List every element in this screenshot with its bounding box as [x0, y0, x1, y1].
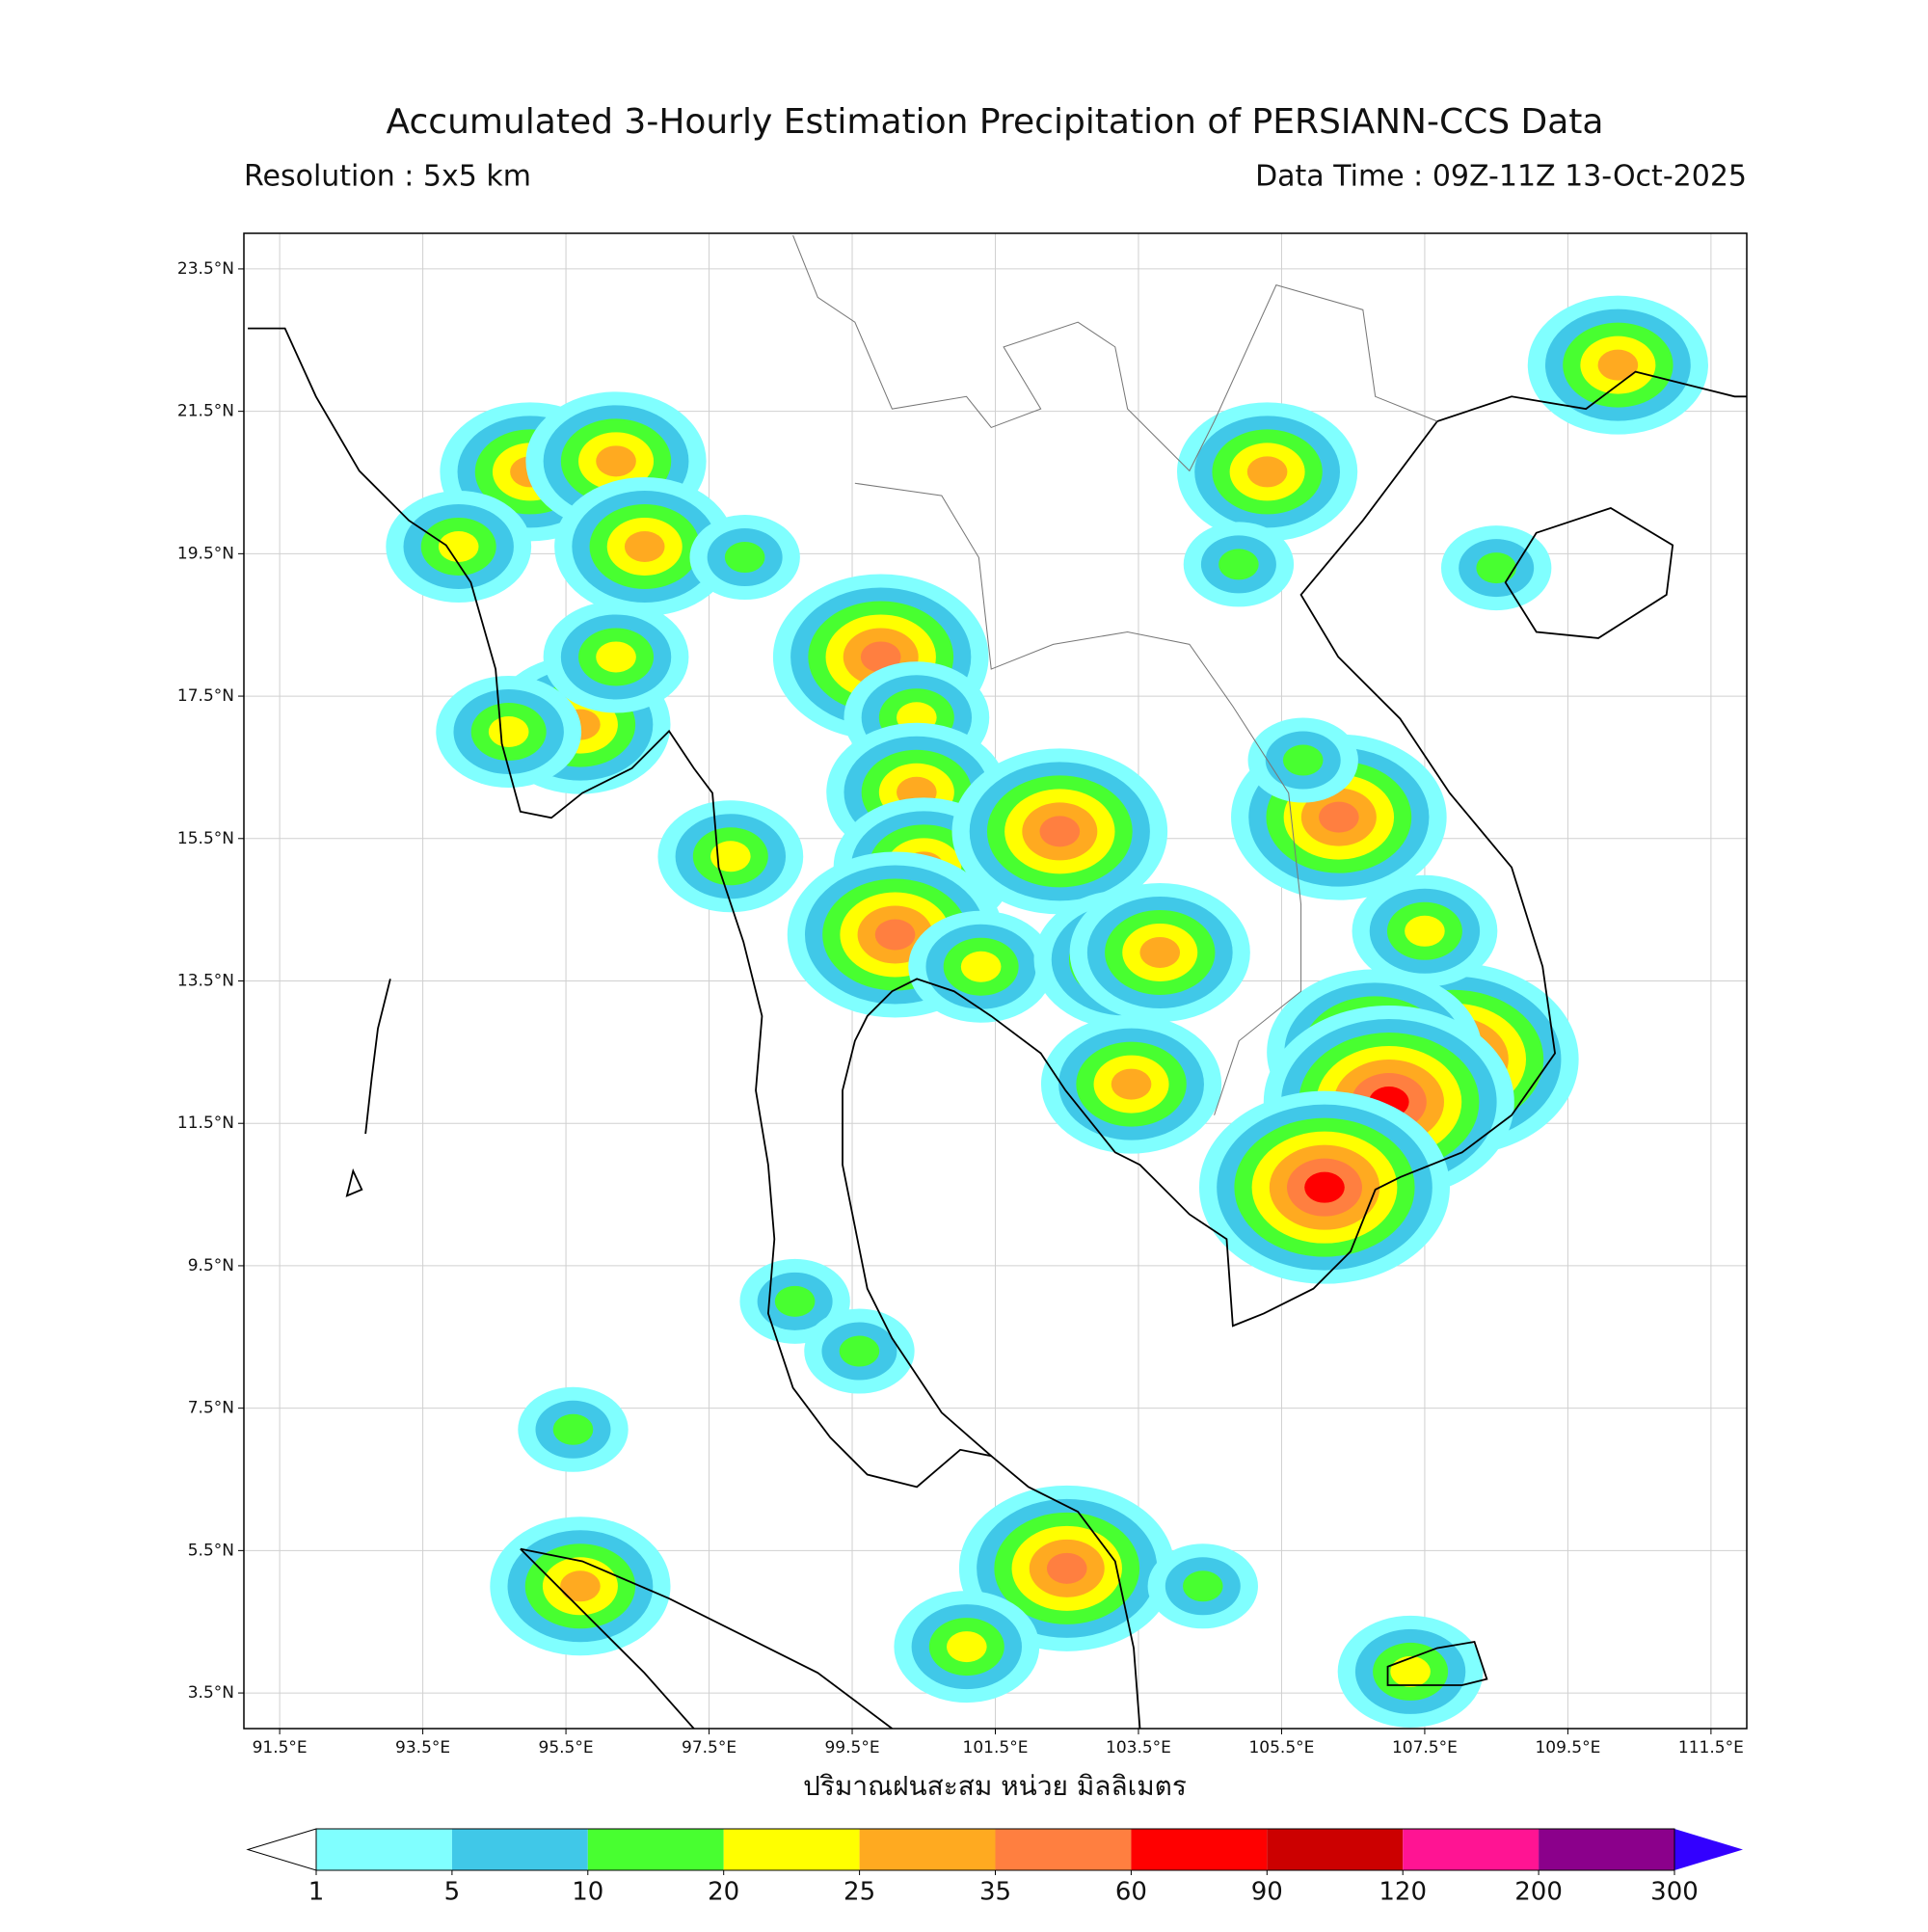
y-tick-label: 17.5°N: [177, 686, 234, 706]
colorbar-segment: [316, 1829, 452, 1870]
coastline: [248, 327, 1141, 1729]
x-tick-label: 107.5°E: [1392, 1738, 1458, 1758]
x-tick-label: 103.5°E: [1106, 1738, 1171, 1758]
colorbar-segment: [859, 1829, 996, 1870]
rain-cell: [724, 542, 765, 574]
colorbar-under: [246, 1828, 317, 1871]
subtitle-left: Resolution : 5x5 km: [244, 160, 531, 194]
y-tick-label: 3.5°N: [188, 1683, 234, 1703]
rain-cell: [596, 641, 636, 673]
x-tick-label: 99.5°E: [824, 1738, 879, 1758]
coastline: [842, 370, 1747, 1457]
rain-layer: [386, 295, 1708, 1728]
rain-cell: [596, 445, 636, 477]
colorbar-segment: [1403, 1829, 1540, 1870]
coastline: [1386, 1641, 1488, 1686]
rain-cell: [1111, 1068, 1152, 1100]
coastline: [520, 1547, 893, 1729]
x-tick-label: 91.5°E: [253, 1738, 308, 1758]
border: [792, 235, 1438, 1115]
colorbar-label: 90: [1251, 1878, 1283, 1907]
colorbar-segment: [1267, 1829, 1404, 1870]
colorbar-segment: [995, 1829, 1132, 1870]
y-tick-label: 19.5°N: [177, 544, 234, 563]
coastline: [345, 979, 391, 1197]
colorbar-segment: [587, 1829, 724, 1870]
rain-cell: [1282, 744, 1324, 776]
rain-cell: [1319, 801, 1359, 833]
colorbar-segment: [723, 1829, 860, 1870]
coastline: [1504, 506, 1674, 639]
rain-cell: [624, 530, 665, 562]
rain-cell: [860, 641, 901, 673]
colorbar-segment: [1131, 1829, 1268, 1870]
rain-cell: [1046, 1552, 1087, 1584]
y-tick-label: 23.5°N: [177, 259, 234, 279]
rain-cell: [839, 1335, 880, 1367]
colorbar-label: 1: [308, 1878, 325, 1907]
y-tick-label: 7.5°N: [188, 1399, 234, 1418]
colorbar-label: 200: [1514, 1878, 1563, 1907]
colorbar-label: 5: [444, 1878, 461, 1907]
rain-cell: [874, 919, 916, 951]
rain-cell: [1405, 915, 1445, 947]
y-tick-label: 11.5°N: [177, 1114, 234, 1133]
x-tick-label: 95.5°E: [539, 1738, 594, 1758]
colorbar-label: 300: [1650, 1878, 1699, 1907]
x-tick-label: 93.5°E: [395, 1738, 450, 1758]
colorbar-segment: [1539, 1829, 1674, 1870]
y-tick-label: 5.5°N: [188, 1541, 234, 1560]
colorbar-label: 60: [1115, 1878, 1147, 1907]
subtitle-right: Data Time : 09Z-11Z 13-Oct-2025: [1255, 160, 1747, 194]
x-tick-label: 111.5°E: [1678, 1738, 1744, 1758]
coastlines: [248, 235, 1747, 1729]
rain-cell: [1039, 816, 1081, 847]
rain-cell: [1218, 549, 1259, 580]
rain-cell: [1476, 552, 1516, 584]
rain-cell: [1139, 936, 1181, 968]
y-tick-label: 21.5°N: [177, 402, 234, 421]
rain-cell: [438, 530, 479, 562]
rain-cell: [560, 1570, 601, 1602]
x-tick-label: 101.5°E: [963, 1738, 1029, 1758]
rain-cell: [710, 841, 751, 872]
colorbar-segment: [451, 1829, 588, 1870]
x-tick-label: 97.5°E: [682, 1738, 736, 1758]
y-tick-label: 13.5°N: [177, 972, 234, 991]
colorbar-label: 10: [572, 1878, 603, 1907]
rain-cell: [947, 1631, 987, 1663]
colorbar-over: [1674, 1829, 1743, 1870]
x-axis-label: ปริมาณฝนสะสม หน่วย มิลลิเมตร: [803, 1770, 1187, 1802]
rain-cell: [960, 951, 1002, 982]
rain-cell: [552, 1413, 594, 1445]
rain-cell: [488, 716, 529, 747]
rain-cell: [1597, 349, 1639, 381]
rain-cell: [774, 1285, 816, 1317]
x-tick-label: 109.5°E: [1535, 1738, 1600, 1758]
axis-layer: 91.5°E 93.5°E 95.5°E 97.5°E 99.5°E 101.5°E 103…: [177, 259, 1744, 1758]
rain-cell: [1182, 1570, 1223, 1602]
rain-cell: [1390, 1655, 1431, 1687]
colorbar-label: 35: [979, 1878, 1011, 1907]
colorbar: 1 5 10 20 25 35 60 90 120 200 300: [246, 1828, 1743, 1907]
colorbar-label: 120: [1379, 1878, 1427, 1907]
colorbar-label: 25: [844, 1878, 875, 1907]
rain-cell: [1246, 456, 1288, 488]
colorbar-label: 20: [708, 1878, 739, 1907]
map-title: Accumulated 3-Hourly Estimation Precipit…: [387, 102, 1604, 142]
x-tick-label: 105.5°E: [1248, 1738, 1314, 1758]
y-tick-label: 9.5°N: [188, 1256, 234, 1275]
rain-cell: [1304, 1171, 1345, 1203]
y-tick-label: 15.5°N: [177, 829, 234, 848]
